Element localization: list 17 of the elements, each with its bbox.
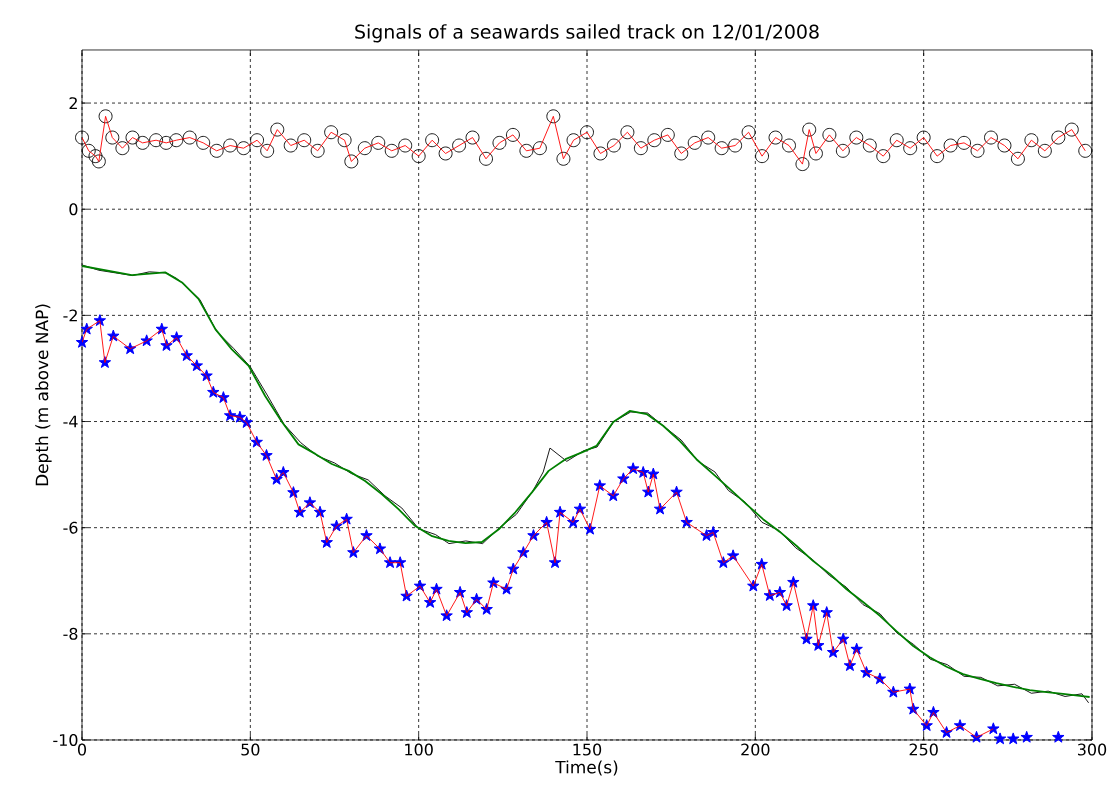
x-tick-label: 200 [741, 743, 770, 756]
y-tick-label: -6 [63, 521, 78, 534]
x-tick-label: 250 [909, 743, 938, 756]
y-tick-label: -10 [53, 733, 78, 747]
chart-title: Signals of a seawards sailed track on 12/01/2008 [355, 24, 819, 43]
x-tick-label: 100 [405, 743, 433, 756]
y-tick-label: -4 [63, 415, 78, 428]
y-axis-title: Depth (m above NAP) [35, 304, 52, 486]
x-tick-label: 300 [1078, 743, 1107, 756]
x-axis-title: Time(s) [555, 760, 618, 776]
y-tick-label: -8 [63, 627, 78, 640]
x-tick-label: 0 [77, 743, 87, 756]
y-tick-label: 2 [69, 97, 77, 109]
x-tick-label: 150 [573, 743, 602, 756]
y-tick-label: 0 [69, 203, 78, 216]
y-tick-label: -2 [63, 309, 77, 322]
x-tick-label: 50 [241, 743, 260, 756]
